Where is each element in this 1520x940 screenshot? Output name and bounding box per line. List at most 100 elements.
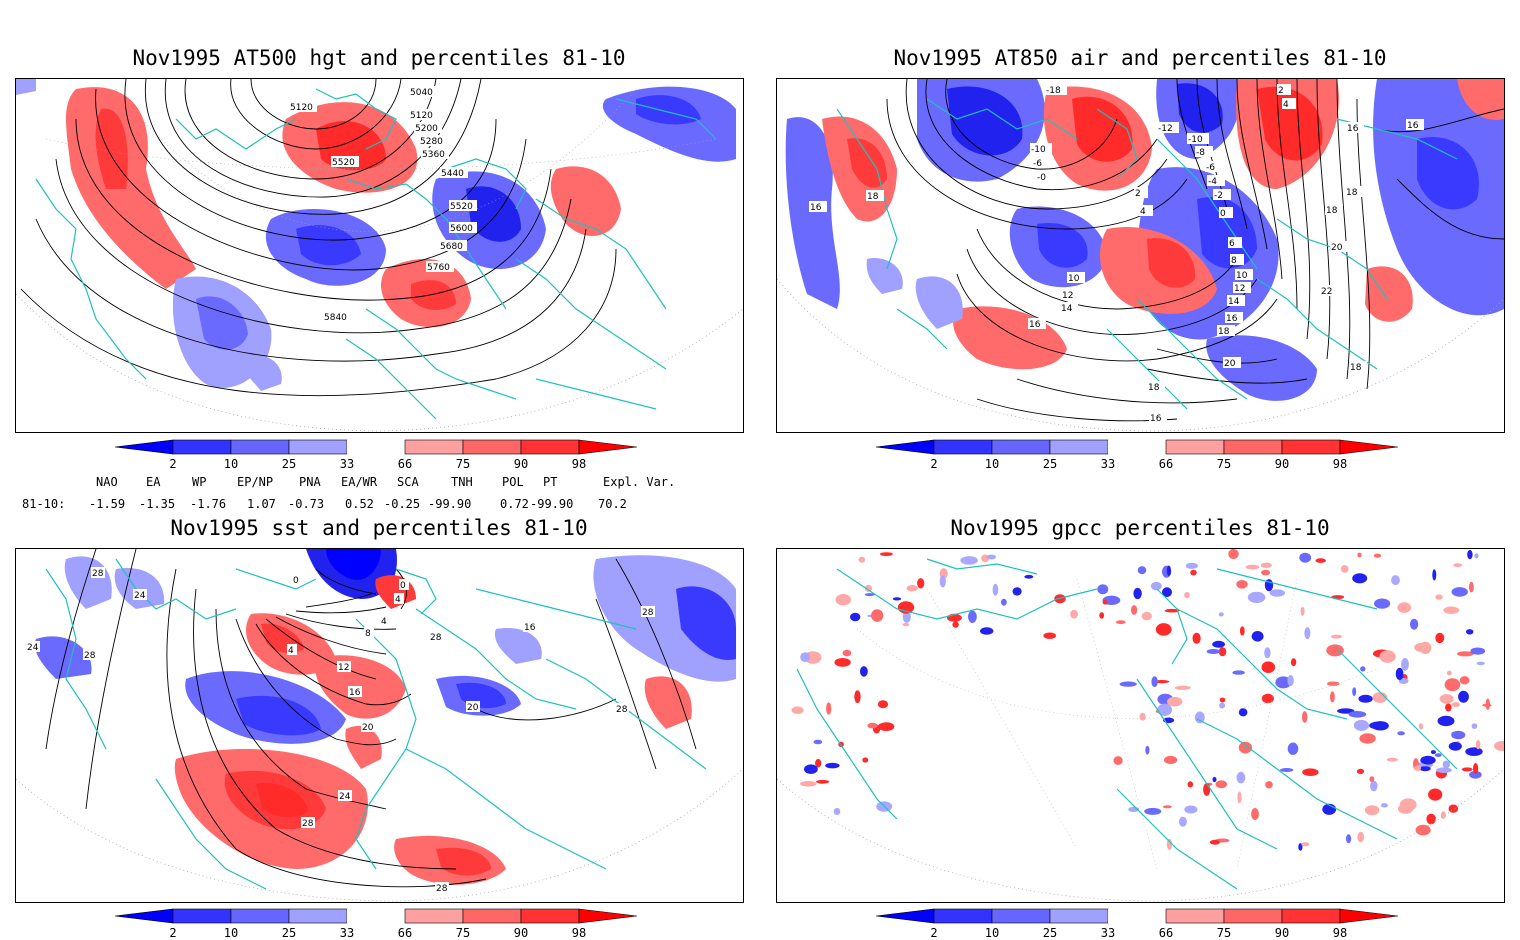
colorbar-swatch xyxy=(991,908,1051,924)
colorbar-tick-label: 25 xyxy=(282,457,296,471)
precip-cell xyxy=(1379,650,1396,663)
precip-cell xyxy=(1144,807,1162,815)
colorbar-tick-label: 10 xyxy=(985,457,999,471)
colorbar-tick-label: 66 xyxy=(398,926,412,940)
precip-cell xyxy=(1443,606,1460,614)
colorbar-tick-label: 66 xyxy=(1159,926,1173,940)
precip-cell xyxy=(1364,805,1380,816)
precip-cell xyxy=(1139,712,1146,721)
colorbar-tick-label: 2 xyxy=(930,926,937,940)
colorbar-swatch xyxy=(347,440,405,454)
precip-cell xyxy=(1212,640,1225,648)
index-header-tnh: TNH xyxy=(451,475,473,489)
index-value-eawr: 0.52 xyxy=(345,497,374,511)
contour-label: 5200 xyxy=(415,124,438,134)
contour-label: -6 xyxy=(1206,163,1215,173)
contour-label: -0 xyxy=(1037,173,1046,183)
precip-cell xyxy=(826,702,832,715)
colorbar-tick-label: 66 xyxy=(1159,457,1173,471)
contour-label: -2 xyxy=(1214,191,1223,201)
contour-labels: 5120 5040 5120 5200 5280 5360 5520 5440 … xyxy=(289,86,477,323)
contour-label: 16 xyxy=(1029,320,1041,330)
index-value-pt: -99.90 xyxy=(530,497,574,511)
panel-title-gpcc: Nov1995 gpcc percentiles 81-10 xyxy=(950,516,1330,540)
precip-cell xyxy=(1358,694,1373,703)
colorbar-swatch xyxy=(1049,439,1109,455)
index-header-epnp: EP/NP xyxy=(237,475,274,489)
contour-label: 12 xyxy=(1062,291,1073,301)
precip-cell xyxy=(791,706,804,714)
precip-cell xyxy=(1251,631,1264,642)
sst-contours xyxy=(45,549,697,888)
contour-label: 8 xyxy=(365,629,371,639)
colorbar-swatch xyxy=(933,439,993,455)
precip-cell xyxy=(1401,658,1409,671)
colorbar-arrow-low xyxy=(114,439,174,455)
colorbar-tick-label: 33 xyxy=(340,457,354,471)
contour-label: 10 xyxy=(1068,274,1080,284)
precip-cell xyxy=(1157,703,1173,716)
precip-cell xyxy=(880,552,893,556)
contour-label: 28 xyxy=(302,819,314,829)
precip-cell xyxy=(1162,587,1172,598)
precip-cell xyxy=(1414,642,1428,652)
colorbar-tick-label: 90 xyxy=(1275,457,1289,471)
colorbar-sst: 2 10 25 33 66 75 90 98 xyxy=(114,908,643,940)
index-header-ea: EA xyxy=(146,475,161,489)
precip-cell xyxy=(1352,573,1368,584)
precip-cell xyxy=(1024,574,1034,579)
precip-cell xyxy=(1218,612,1224,617)
contour-label: -4 xyxy=(1208,177,1217,187)
index-header-wp: WP xyxy=(192,475,207,489)
precip-cell xyxy=(1150,581,1162,591)
precip-cell xyxy=(816,779,830,784)
colorbar-arrow-low xyxy=(114,908,174,924)
precip-cell xyxy=(813,739,823,745)
precip-cell xyxy=(1466,629,1474,635)
precip-cell xyxy=(1430,750,1436,755)
precip-cell xyxy=(1237,791,1242,804)
colorbar-swatch xyxy=(1108,909,1166,923)
colorbar-swatch xyxy=(1108,440,1166,454)
precip-cell xyxy=(1212,776,1217,783)
precip-cell xyxy=(815,758,822,768)
precip-cell xyxy=(1190,569,1197,576)
contour-label: 16 xyxy=(349,688,361,698)
contour-label: -18 xyxy=(1046,86,1061,96)
contour-label: 28 xyxy=(436,884,448,894)
contour-label: 18 xyxy=(1148,383,1160,393)
colorbar-swatch xyxy=(933,908,993,924)
precip-cell xyxy=(1380,803,1388,808)
temperature-contours xyxy=(886,79,1504,422)
precip-cell xyxy=(1261,569,1271,576)
precip-cell xyxy=(862,757,869,763)
precip-cell xyxy=(1476,661,1485,666)
precip-cell xyxy=(1001,598,1007,606)
precip-cell xyxy=(1446,670,1452,676)
precip-cell xyxy=(1357,552,1362,558)
precip-cell xyxy=(1471,723,1478,729)
precip-cell xyxy=(1453,563,1463,568)
precip-cell xyxy=(1239,626,1245,636)
contour-label: 5520 xyxy=(332,158,355,168)
precip-cell xyxy=(1192,632,1201,644)
precip-cell xyxy=(1260,562,1272,568)
colorbar-tick-label: 98 xyxy=(572,926,586,940)
precip-cell xyxy=(867,722,878,729)
map-panel-gpcc xyxy=(776,548,1505,903)
index-value-pna: -0.73 xyxy=(288,497,325,511)
precip-cell xyxy=(1461,767,1473,772)
precip-cell xyxy=(1465,747,1483,756)
precip-cell xyxy=(842,649,852,657)
precip-cell xyxy=(1164,608,1180,613)
contour-label: 16 xyxy=(1226,314,1238,324)
precip-cell xyxy=(1219,702,1226,709)
precip-cell xyxy=(1391,575,1400,586)
coastlines xyxy=(45,558,707,890)
precip-cell xyxy=(1280,768,1294,772)
precip-cell xyxy=(1145,745,1150,755)
precip-cell xyxy=(800,781,817,787)
colorbar-swatch xyxy=(520,908,580,924)
colorbar-tick-label: 10 xyxy=(985,926,999,940)
contour-label: 8 xyxy=(1231,256,1237,266)
